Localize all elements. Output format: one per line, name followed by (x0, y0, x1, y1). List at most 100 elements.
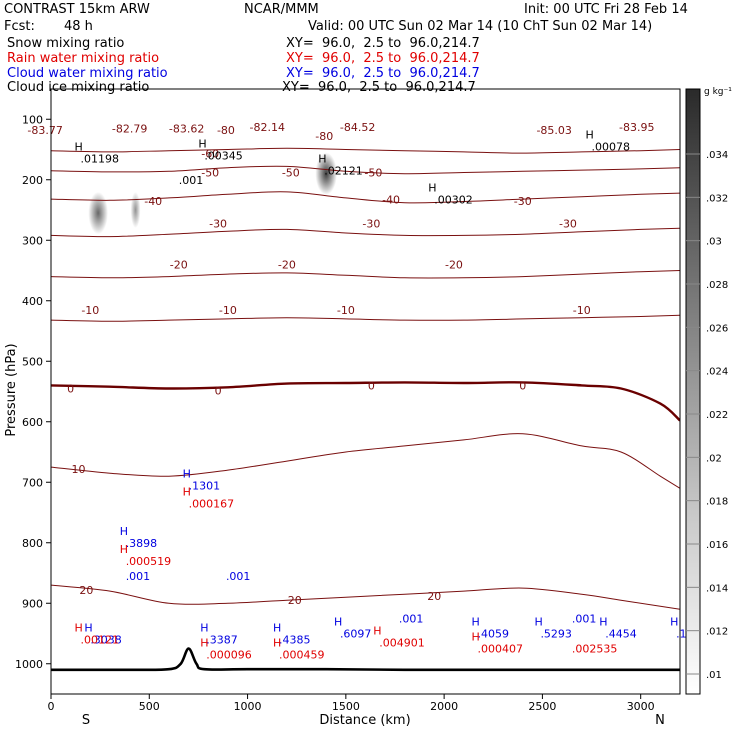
x-tick-label-6: 3000 (627, 700, 655, 713)
max-marker-24: H (599, 616, 607, 629)
max-marker-19: H (373, 625, 381, 638)
isotherm-label-7: -80 (217, 124, 235, 137)
y-tick-label-3: 400 (22, 295, 43, 308)
isotherm--50-1 (51, 165, 680, 175)
max-value-4: .00078 (592, 140, 631, 153)
isotherm-label-26: 0 (67, 382, 74, 395)
max-marker-6: H (183, 467, 191, 480)
max-value-13: .00121 (80, 634, 119, 647)
south-label: S (82, 713, 90, 728)
max-value-0: .01198 (80, 153, 119, 166)
max-value-2: .02121 (324, 165, 363, 178)
colorbar-tick-label-4: .026 (706, 323, 728, 334)
isotherm-label-6: -83.95 (619, 121, 654, 134)
max-value-5: .001 (179, 174, 204, 187)
y-tick-label-8: 900 (22, 597, 43, 610)
colorbar-tick-label-6: .022 (706, 410, 728, 421)
y-tick-label-1: 200 (22, 174, 43, 187)
plot-frame (50, 88, 681, 695)
max-value-8: .3898 (126, 537, 158, 550)
ice-patch-1 (130, 191, 141, 229)
y-tick-label-0: 100 (22, 113, 43, 126)
isotherm--40-2 (51, 191, 680, 204)
max-marker-0: H (74, 141, 82, 154)
max-value-11: .001 (226, 570, 251, 583)
max-marker-23: H (534, 616, 542, 629)
isotherm-0-6 (51, 381, 680, 422)
forecast-value: 48 h (64, 19, 93, 34)
field-name-cloud: Cloud water mixing ratio (7, 66, 168, 81)
isotherm-label-5: -85.03 (536, 124, 571, 137)
max-marker-14: H (200, 622, 208, 635)
max-value-26: .001 (572, 612, 597, 625)
y-axis-label: Pressure (hPa) (4, 343, 19, 436)
x-axis-label: Distance (km) (319, 713, 410, 728)
init-time: Init: 00 UTC Fri 28 Feb 14 (524, 2, 688, 17)
max-value-9: .000519 (126, 555, 172, 568)
isotherm-label-21: -20 (278, 258, 296, 271)
isotherm-label-22: -10 (81, 304, 99, 317)
y-tick-label-6: 700 (22, 476, 43, 489)
max-value-12: .3038 (90, 634, 122, 647)
colorbar-tick-label-7: .02 (706, 453, 722, 464)
isotherm-label-16: -30 (559, 217, 577, 230)
north-label: N (655, 713, 665, 728)
y-tick-label-4: 500 (22, 355, 43, 368)
max-value-7: .000167 (189, 497, 235, 510)
max-value-15: .000096 (206, 649, 252, 662)
isotherm-label-4: -84.52 (340, 121, 375, 134)
x-tick-label-3: 1500 (332, 700, 360, 713)
isotherm-label-13: -40 (144, 195, 162, 208)
field-name-ice: Cloud ice mixing ratio (7, 80, 150, 95)
max-value-23: .5293 (540, 628, 572, 641)
colorbar-tick-label-10: .014 (706, 583, 728, 594)
ice-patch-2 (315, 152, 337, 195)
max-value-25: .002535 (572, 643, 618, 656)
isotherm-label-19: -20 (170, 258, 188, 271)
terrain-line (51, 647, 680, 672)
max-value-24: .4454 (605, 628, 637, 641)
max-value-18: .6097 (340, 628, 372, 641)
field-name-rain: Rain water mixing ratio (7, 51, 160, 66)
colorbar-tick-label-1: .032 (706, 193, 728, 204)
field-xy-snow: XY= 96.0, 2.5 to 96.0,214.7 (286, 36, 480, 51)
max-marker-1: H (198, 138, 206, 151)
title: CONTRAST 15km ARW (4, 2, 150, 17)
max-value-22: .000407 (478, 643, 524, 656)
isotherm-label-23: -10 (337, 304, 355, 317)
max-value-14: .3387 (206, 634, 238, 647)
isotherm-20-8 (51, 584, 680, 610)
max-marker-7: H (183, 485, 191, 498)
isotherm-label-25: -10 (219, 304, 237, 317)
max-value-20: .001 (399, 612, 424, 625)
max-value-16: .4385 (279, 634, 311, 647)
field-xy-ice: XY= 96.0, 2.5 to 96.0,214.7 (282, 80, 476, 95)
x-tick-label-4: 2000 (430, 700, 458, 713)
ice-patch-0 (88, 191, 109, 235)
isotherm--20-4 (51, 270, 680, 279)
isotherm-label-31: 20 (79, 584, 93, 597)
field-xy-cloud: XY= 96.0, 2.5 to 96.0,214.7 (286, 66, 480, 81)
isotherm-label-2: -83.62 (169, 122, 204, 135)
isotherm-label-32: 20 (288, 594, 302, 607)
max-marker-21: H (472, 616, 480, 629)
max-marker-18: H (334, 616, 342, 629)
isotherm-label-18: -30 (209, 217, 227, 230)
x-tick-label-5: 2500 (528, 700, 556, 713)
isotherm-label-27: 0 (215, 384, 222, 397)
org: NCAR/MMM (244, 2, 319, 17)
x-tick-label-0: 0 (48, 700, 55, 713)
isotherm--50-0 (51, 147, 680, 154)
max-marker-17: H (273, 637, 281, 650)
valid-time: Valid: 00 UTC Sun 02 Mar 14 (10 ChT Sun … (308, 19, 653, 34)
x-tick-label-2: 1000 (234, 700, 262, 713)
colorbar-tick-label-12: .01 (706, 670, 722, 681)
y-tick-label-9: 1000 (15, 658, 43, 671)
isotherm-label-29: 0 (519, 379, 526, 392)
colorbar-tick-label-3: .028 (706, 280, 728, 291)
isotherm--10-5 (51, 314, 680, 322)
max-value-1: .00345 (204, 150, 243, 163)
colorbar-tick-label-8: .018 (706, 497, 728, 508)
max-value-10: .001 (126, 570, 151, 583)
isotherm-label-33: 20 (427, 590, 441, 603)
